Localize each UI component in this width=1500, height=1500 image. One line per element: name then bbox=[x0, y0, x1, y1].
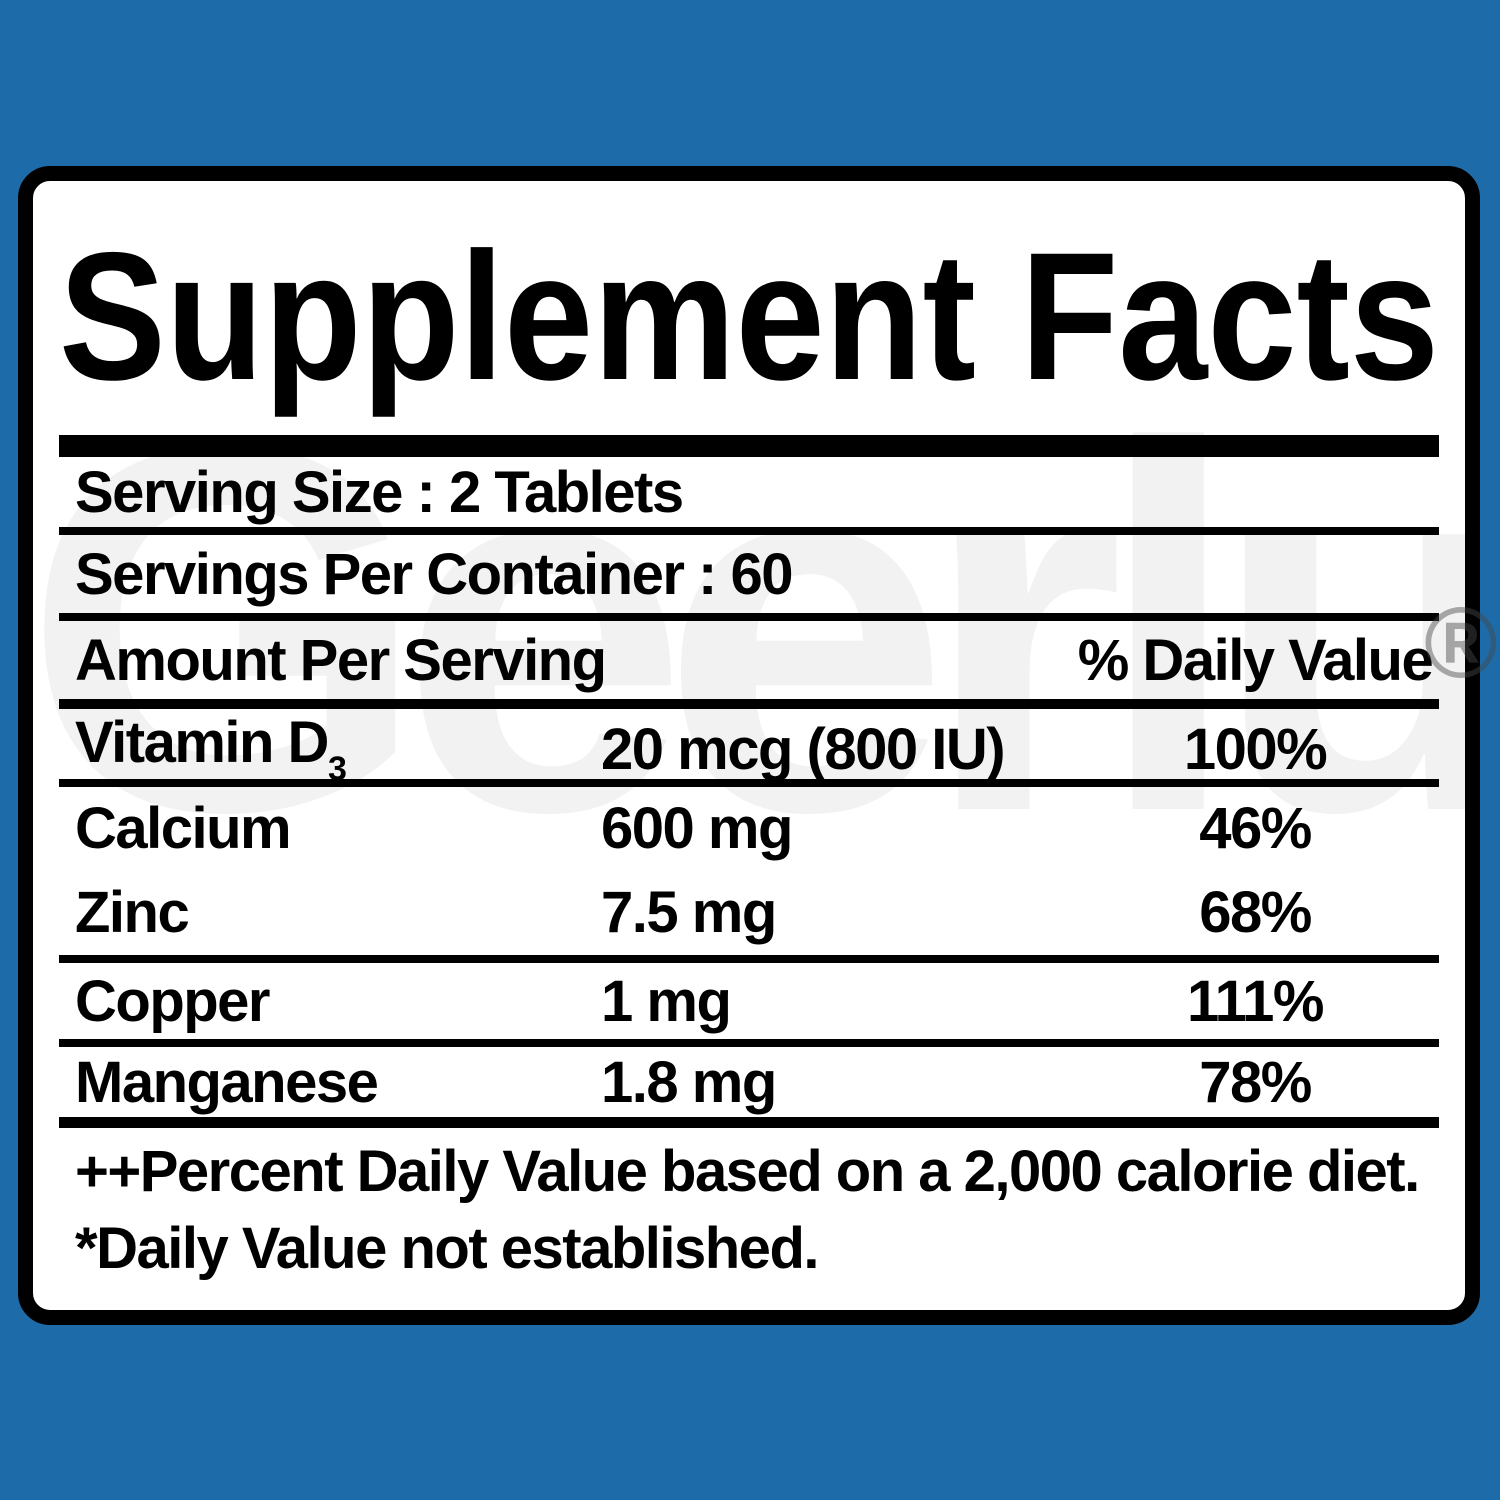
table-bottom-divider bbox=[59, 1117, 1439, 1128]
nutrient-name: Manganese bbox=[75, 1049, 379, 1115]
nutrient-percent: 100% bbox=[1183, 716, 1328, 782]
nutrient-name-subscript: 3 bbox=[327, 750, 347, 788]
amount-per-serving-header: Amount Per Serving bbox=[75, 627, 607, 693]
row-divider bbox=[59, 1039, 1439, 1047]
nutrient-row-vitamin-d3: Vitamin D3 20 mcg (800 IU) 100% bbox=[59, 709, 1439, 788]
daily-value-header: % Daily Value bbox=[1077, 627, 1434, 693]
nutrient-amount: 1 mg bbox=[601, 968, 732, 1034]
supplement-facts-panel: Geerlun Supplement Facts Serving Size : … bbox=[18, 166, 1480, 1325]
footnote-text: ++Percent Daily Value based on a 2,000 c… bbox=[75, 1139, 1420, 1204]
header-divider bbox=[59, 699, 1439, 709]
table-header-row: Amount Per Serving % Daily Value bbox=[59, 621, 1439, 699]
panel-title-svg: Supplement Facts bbox=[59, 214, 1439, 418]
registered-trademark-icon: ® bbox=[1424, 587, 1498, 699]
nutrient-name: Calcium bbox=[75, 795, 292, 861]
row-divider bbox=[59, 955, 1439, 963]
nutrient-amount: 600 mg bbox=[601, 795, 793, 861]
nutrient-row-manganese: Manganese 1.8 mg 78% bbox=[59, 1047, 1439, 1117]
nutrient-amount: 1.8 mg bbox=[601, 1049, 777, 1115]
panel-content: Supplement Facts Serving Size : 2 Tablet… bbox=[33, 181, 1465, 1310]
nutrient-name: Zinc bbox=[75, 879, 190, 945]
nutrient-amount: 7.5 mg bbox=[601, 879, 777, 945]
row-divider bbox=[59, 779, 1439, 787]
servings-per-container-text: Servings Per Container : 60 bbox=[75, 541, 793, 607]
panel-title: Supplement Facts bbox=[59, 214, 1439, 418]
row-divider bbox=[59, 527, 1439, 535]
nutrient-row-copper: Copper 1 mg 111% bbox=[59, 963, 1439, 1039]
servings-per-container-row: Servings Per Container : 60 bbox=[59, 535, 1439, 613]
footnote-text: *Daily Value not established. bbox=[75, 1215, 819, 1281]
nutrient-percent: 46% bbox=[1199, 795, 1312, 861]
nutrient-row-calcium: Calcium 600 mg 46% bbox=[59, 787, 1439, 869]
footnote-not-established: *Daily Value not established. bbox=[59, 1209, 1439, 1287]
nutrient-name: Copper bbox=[75, 968, 271, 1034]
nutrient-name: Vitamin D3 bbox=[59, 709, 601, 789]
panel-title-wrap: Supplement Facts bbox=[59, 181, 1439, 435]
row-divider bbox=[59, 613, 1439, 621]
nutrient-amount: 20 mcg (800 IU) bbox=[601, 716, 1006, 782]
nutrient-percent: 111% bbox=[1187, 968, 1324, 1034]
footnote-daily-value: ++Percent Daily Value based on a 2,000 c… bbox=[59, 1134, 1439, 1209]
title-separator-bar bbox=[59, 435, 1439, 457]
serving-size-row: Serving Size : 2 Tablets bbox=[59, 457, 1439, 527]
nutrient-name-text: Vitamin D bbox=[75, 710, 329, 775]
serving-size-text: Serving Size : 2 Tablets bbox=[75, 459, 684, 525]
nutrient-percent: 78% bbox=[1199, 1049, 1312, 1115]
nutrient-percent: 68% bbox=[1199, 879, 1312, 945]
nutrient-row-zinc: Zinc 7.5 mg 68% bbox=[59, 869, 1439, 955]
